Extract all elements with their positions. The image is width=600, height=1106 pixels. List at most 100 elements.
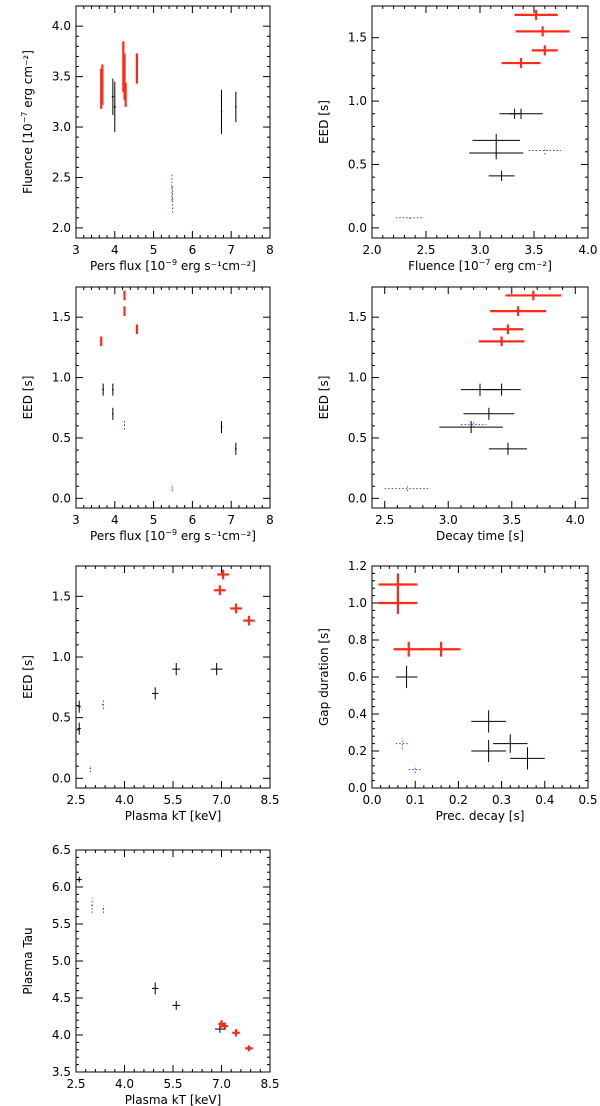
x-axis-label-part: −9 [165, 258, 177, 267]
x-axis-label: Plasma kT [keV] [125, 1093, 222, 1106]
x-axis-label-part: Plasma kT [keV] [125, 809, 222, 823]
x-axis-label-part: −9 [165, 528, 177, 537]
x-tick-label: 8.5 [260, 1077, 279, 1091]
data-point-black [499, 108, 543, 119]
y-tick-label: 1.5 [52, 589, 71, 603]
x-tick-label: 8 [266, 513, 274, 527]
x-tick-label: 3.0 [470, 243, 489, 257]
x-tick-label: 4.0 [115, 793, 134, 807]
y-tick-label: 6.5 [52, 843, 71, 857]
data-point-blue [384, 486, 431, 492]
data-point-black [151, 982, 159, 995]
data-point-red [245, 1045, 253, 1052]
data-point-blue [460, 422, 487, 428]
x-axis-label: Prec. decay [s] [436, 809, 525, 823]
x-axis-label: Decay time [s] [436, 529, 524, 543]
panel-2: 2.0 2.5 3.0 3.5 4.0 0.0 0.5 1.0 1.5 Fluence [10−7… [317, 5, 598, 273]
data-point-red [232, 1029, 240, 1037]
y-tick-label: 0.5 [52, 711, 71, 725]
y-tick-label: 2.5 [52, 170, 71, 184]
data-point-black [439, 421, 503, 434]
y-tick-label: 0.4 [348, 707, 367, 721]
data-point-red [478, 336, 525, 347]
data-point-red [501, 57, 541, 69]
data-point-red [421, 641, 461, 657]
y-tick-label: 0.0 [348, 491, 367, 505]
data-point-black [472, 134, 520, 147]
x-axis-label-part: Fluence [408, 259, 459, 273]
data-point-blue [102, 905, 105, 913]
x-axis-label-part: erg cm⁻²] [490, 259, 551, 273]
y-axis-label-part: Fluence [21, 143, 35, 194]
data-point-blue [89, 764, 92, 773]
data-point-black [235, 91, 237, 122]
data-point-red [492, 324, 524, 335]
x-tick-label: 7 [227, 243, 235, 257]
data-point-red [124, 82, 127, 107]
y-tick-label: 1.0 [348, 94, 367, 108]
y-tick-label: 0.0 [348, 781, 367, 795]
x-tick-label: 0.2 [449, 793, 468, 807]
panel-7: 2.5 4.0 5.5 7.0 8.5 3.5 4.0 4.5 5.0 5.5 6.0 6.5 Plas… [21, 843, 280, 1106]
y-tick-label: 1.0 [348, 371, 367, 385]
y-tick-label: 1.0 [52, 650, 71, 664]
plot-frame [371, 286, 589, 509]
x-axis-label-part: Prec. decay [s] [436, 809, 525, 823]
panel-3: 3 4 5 6 7 8 0.0 0.5 1.0 1.5 Pers flux [10−9 erg s⁻… [21, 286, 274, 543]
data-point-black [172, 1000, 181, 1010]
plot-frame [75, 849, 271, 1073]
y-tick-label: 0.8 [348, 633, 367, 647]
y-tick-label: 4.0 [52, 1028, 71, 1042]
x-tick-label: 0.1 [406, 793, 425, 807]
y-tick-label: 0.5 [348, 157, 367, 171]
y-axis-label: Fluence [10−7 erg cm⁻²] [20, 50, 35, 194]
x-tick-label: 4.0 [578, 243, 597, 257]
y-tick-label: 0.0 [52, 491, 71, 505]
data-point-red [123, 306, 126, 316]
data-point-red [100, 336, 103, 347]
data-point-blue [91, 898, 94, 913]
y-tick-label: 1.2 [348, 559, 367, 573]
y-tick-label: 0.6 [348, 670, 367, 684]
y-tick-label: 0.0 [52, 771, 71, 785]
x-axis-label-part: erg s⁻¹cm⁻²] [177, 529, 256, 543]
data-point-blue [171, 174, 173, 201]
y-tick-label: 0.5 [52, 431, 71, 445]
data-point-black [471, 739, 506, 763]
y-axis-label-part: Plasma Tau [21, 927, 35, 994]
x-axis-label-part: −7 [479, 258, 491, 267]
x-tick-label: 2.5 [416, 243, 435, 257]
x-tick-label: 5.5 [163, 1077, 182, 1091]
panel-4: 2.5 3.0 3.5 4.0 0.0 0.5 1.0 1.5 Decay time [s] EE… [317, 286, 589, 543]
x-tick-label: 5 [150, 243, 158, 257]
data-point-black [395, 665, 418, 689]
y-axis-label: Plasma Tau [21, 927, 35, 994]
data-point-red [243, 615, 255, 626]
plot-frame [75, 565, 271, 789]
y-axis-label-part: EED [s] [21, 376, 35, 420]
y-axis-label-part: EED [s] [21, 655, 35, 699]
data-point-black [172, 663, 181, 676]
x-tick-label: 3.0 [439, 513, 458, 527]
x-axis-label: Pers flux [10−9 erg s⁻¹cm⁻²] [90, 258, 256, 273]
data-point-black [215, 1025, 225, 1033]
y-tick-label: 0.5 [348, 431, 367, 445]
x-axis-label-part: Plasma kT [keV] [125, 1093, 222, 1106]
plot-frame [75, 286, 271, 509]
y-tick-label: 1.5 [52, 310, 71, 324]
data-layer [378, 573, 545, 774]
data-point-black [111, 78, 115, 115]
x-tick-label: 3 [72, 513, 80, 527]
y-axis-label-part: erg cm⁻²] [21, 50, 35, 111]
data-point-black [112, 383, 114, 396]
data-point-black [76, 876, 82, 883]
x-tick-label: 0.4 [535, 793, 554, 807]
y-tick-label: 1.5 [348, 310, 367, 324]
data-point-black [235, 442, 237, 455]
x-tick-label: 2.5 [66, 793, 85, 807]
data-layer [395, 9, 570, 219]
x-tick-label: 4.0 [566, 513, 585, 527]
data-point-red [514, 9, 558, 20]
y-tick-label: 2.0 [52, 221, 71, 235]
